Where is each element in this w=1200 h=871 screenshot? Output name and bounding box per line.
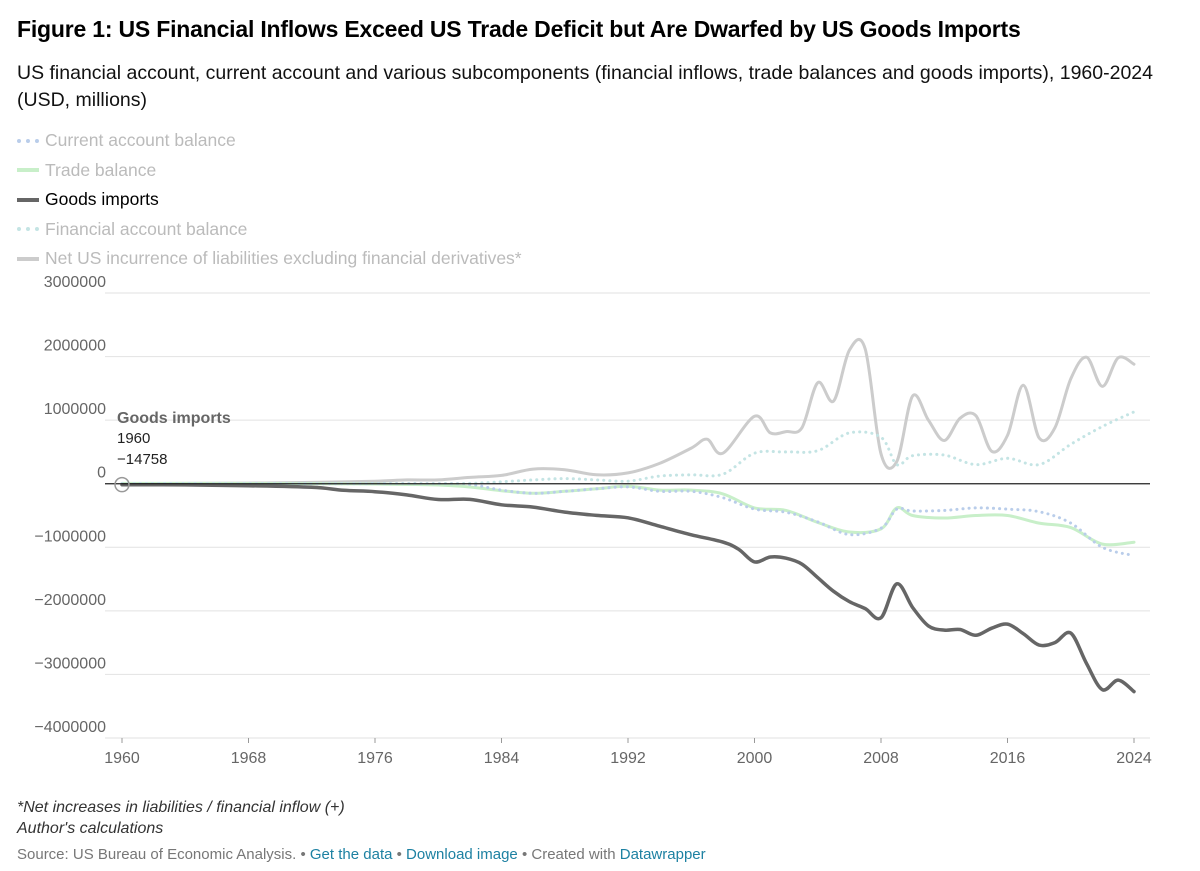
legend-item-trade-balance[interactable]: Trade balance [17, 156, 522, 186]
y-tick-label: −1000000 [34, 528, 106, 545]
hover-marker-icon [114, 476, 130, 493]
x-tick-label: 1960 [104, 750, 140, 767]
legend-swatch-icon [17, 197, 39, 202]
source-line: Source: US Bureau of Economic Analysis. … [17, 846, 706, 863]
series-lines [120, 337, 1136, 694]
legend: Current account balance Trade balance Go… [17, 126, 522, 274]
source-text: Source: US Bureau of Economic Analysis. … [17, 846, 310, 863]
legend-label: Net US incurrence of liabilities excludi… [45, 248, 522, 269]
y-tick-label: −2000000 [34, 592, 106, 609]
legend-label: Current account balance [45, 130, 236, 151]
x-tick-label: 1984 [484, 750, 520, 767]
y-tick-label: 3000000 [44, 274, 106, 291]
tooltip-value: −14758 [117, 451, 167, 468]
chart-notes: *Net increases in liabilities / financia… [17, 797, 345, 839]
tooltip-year: 1960 [117, 430, 150, 447]
y-tick-label: 0 [97, 465, 106, 482]
get-data-link[interactable]: Get the data [309, 846, 393, 863]
legend-label: Financial account balance [45, 218, 248, 239]
source-separator: • [392, 846, 407, 863]
chart-title: Figure 1: US Financial Inflows Exceed US… [17, 16, 1021, 42]
legend-item-financial-account[interactable]: Financial account balance [17, 215, 522, 245]
datawrapper-link[interactable]: Datawrapper [619, 846, 706, 863]
x-axis-labels: 1960 1968 1976 1984 1992 2000 2008 2016 2024 [104, 738, 1152, 767]
created-with-text: • Created with [517, 846, 620, 863]
x-tick-label: 1992 [610, 750, 646, 767]
download-image-link[interactable]: Download image [406, 846, 518, 863]
legend-item-goods-imports[interactable]: Goods imports [17, 185, 522, 215]
net-liabilities-line[interactable] [120, 337, 1136, 486]
chart-subtitle: US financial account, current account an… [17, 62, 1153, 111]
legend-swatch-icon [17, 168, 39, 173]
legend-swatch-icon [17, 256, 39, 261]
goods-imports-line[interactable] [120, 482, 1136, 694]
legend-swatch-icon [17, 138, 39, 143]
legend-item-net-liabilities[interactable]: Net US incurrence of liabilities excludi… [17, 244, 522, 274]
financial-account-line[interactable] [120, 410, 1136, 486]
y-tick-label: 2000000 [44, 338, 106, 355]
tooltip: Goods imports 1960 −14758 [114, 410, 231, 493]
x-tick-label: 1968 [231, 750, 267, 767]
x-tick-label: 2016 [990, 750, 1026, 767]
x-tick-label: 2000 [737, 750, 773, 767]
y-tick-label: 1000000 [44, 401, 106, 418]
x-tick-label: 2008 [863, 750, 899, 767]
note-liabilities: *Net increases in liabilities / financia… [17, 799, 345, 816]
legend-item-current-account[interactable]: Current account balance [17, 126, 522, 156]
current-account-line[interactable] [120, 482, 1136, 557]
legend-swatch-icon [17, 227, 39, 232]
y-tick-label: −4000000 [34, 719, 106, 736]
note-author: Author's calculations [17, 820, 164, 837]
legend-label: Goods imports [45, 189, 159, 210]
x-tick-label: 1976 [357, 750, 393, 767]
y-axis-labels: 3000000 2000000 1000000 0 −1000000 −2000000 −3… [34, 274, 106, 736]
legend-label: Trade balance [45, 159, 157, 180]
x-tick-label: 2024 [1116, 750, 1152, 767]
tooltip-series-name: Goods imports [117, 410, 231, 427]
line-chart[interactable]: 3000000 2000000 1000000 0 −1000000 −2000000 −3… [0, 0, 1200, 790]
trade-balance-line[interactable] [120, 481, 1136, 547]
y-tick-label: −3000000 [34, 655, 106, 672]
